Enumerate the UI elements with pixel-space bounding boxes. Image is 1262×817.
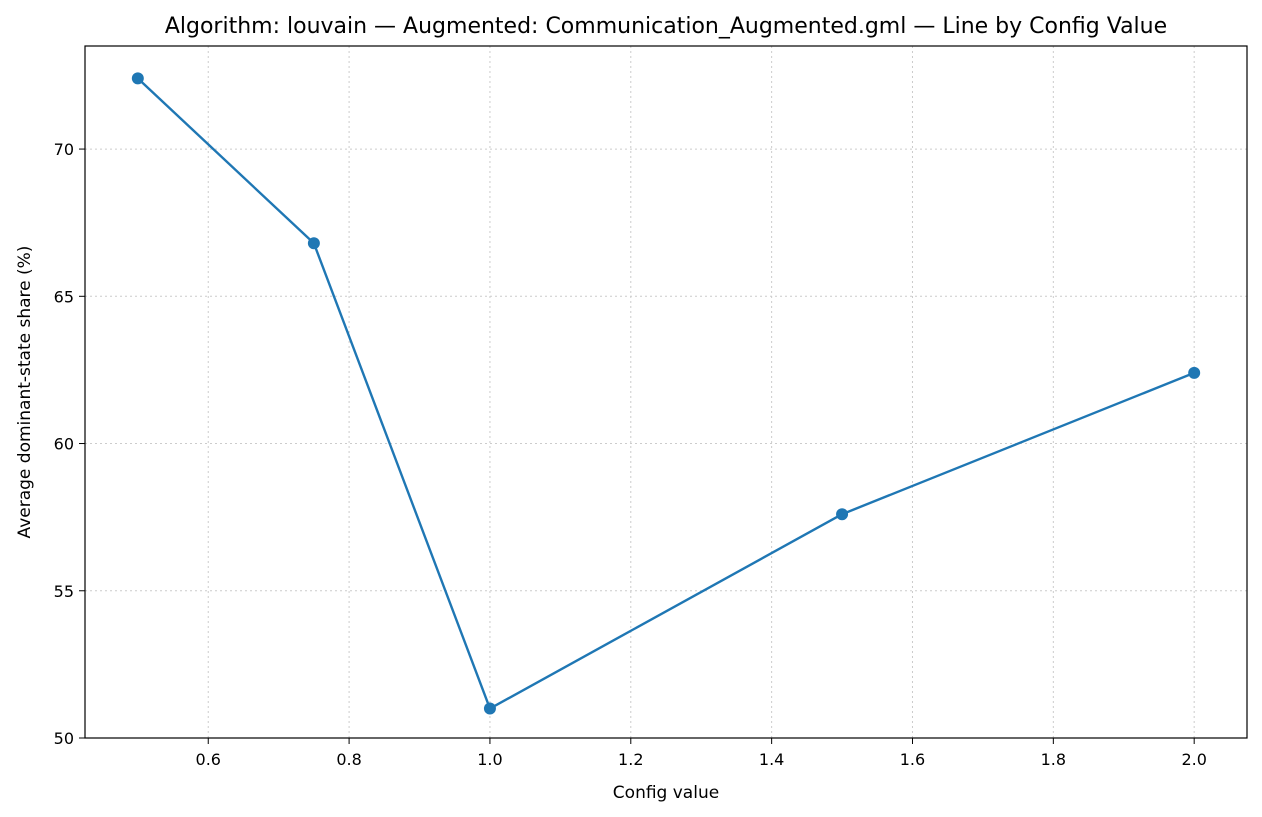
x-axis-ticks: 0.6 0.8 1.0 1.2 1.4 1.6 1.8 2.0 <box>196 738 1207 769</box>
y-tick-label: 65 <box>54 287 74 306</box>
x-tick-label: 1.2 <box>618 750 643 769</box>
x-tick-label: 0.6 <box>196 750 221 769</box>
data-point <box>131 72 144 85</box>
plot-area <box>131 72 1201 715</box>
y-tick-label: 70 <box>54 140 74 159</box>
plot-frame <box>84 45 1248 739</box>
y-tick-label: 60 <box>54 435 74 454</box>
x-tick-label: 0.8 <box>336 750 361 769</box>
data-point <box>483 702 496 715</box>
y-axis-label: Average dominant-state share (%) <box>15 246 35 539</box>
x-tick-label: 1.8 <box>1041 750 1066 769</box>
y-axis-ticks: 50 55 60 65 70 <box>54 140 85 748</box>
x-tick-label: 2.0 <box>1181 750 1206 769</box>
data-point <box>1188 366 1201 379</box>
x-tick-label: 1.4 <box>759 750 784 769</box>
x-tick-label: 1.0 <box>477 750 502 769</box>
x-axis-label: Config value <box>613 783 719 803</box>
y-tick-label: 50 <box>54 729 74 748</box>
y-tick-label: 55 <box>54 582 74 601</box>
x-tick-label: 1.6 <box>900 750 925 769</box>
data-point <box>836 508 849 521</box>
data-point <box>307 237 320 250</box>
chart-title: Algorithm: louvain — Augmented: Communic… <box>165 14 1167 39</box>
